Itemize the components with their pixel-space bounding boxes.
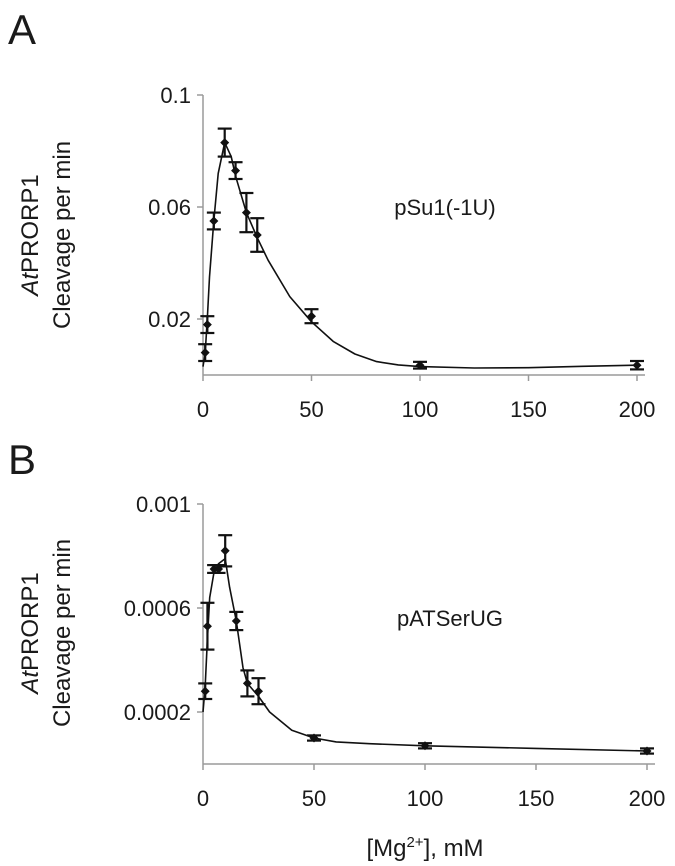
panel-a-data-point (220, 138, 230, 148)
panel-b-x-tick-label: 100 (407, 786, 444, 811)
panel-b-data-point (231, 616, 241, 626)
panel-b-ylabel-line1: AtPRORP1 (17, 572, 44, 695)
panel-a-data-point (209, 216, 219, 226)
panel-a-data-point (307, 311, 316, 321)
panel-b-data-point (242, 678, 252, 688)
panel-a-ylabel-line2: Cleavage per min (49, 141, 76, 329)
panel-b-data-point (200, 686, 210, 696)
panel-b-x-tick-label: 150 (518, 786, 555, 811)
panel-a-x-tick-label: 0 (197, 397, 209, 422)
panel-b-x-tick-label: 200 (629, 786, 666, 811)
panel-b-y-tick-label: 0.0006 (124, 596, 191, 621)
panel-a-plot: 0.02 0.06 0.1 0 50 100 150 200 (148, 83, 655, 422)
panel-a-data-point (632, 360, 642, 370)
panel-a-label: A (8, 6, 36, 53)
panel-a-data-point (231, 166, 241, 176)
panel-b-data-point (220, 546, 230, 556)
panel-b-data-point (642, 746, 652, 756)
panel-b-data-point (214, 564, 224, 574)
panel-b-fit-curve (202, 557, 648, 752)
panel-b-data-point (420, 741, 430, 751)
panel-b-data-point (309, 733, 319, 743)
panel-b-x-tick-label: 50 (302, 786, 326, 811)
x-axis-label: [Mg2+], mM (366, 834, 483, 862)
panel-b-label: B (8, 436, 36, 483)
panel-a-y-tick-label: 0.1 (160, 83, 191, 108)
panel-a-x-tick-label: 100 (402, 397, 439, 422)
panel-a-data-point (241, 208, 251, 218)
panel-b: B AtPRORP1 Cleavage per min pATSerUG 0.0… (8, 436, 665, 811)
panel-b-x-tick-label: 0 (197, 786, 209, 811)
panel-b-plot: 0.0002 0.0006 0.001 0 50 100 150 200 (124, 492, 666, 811)
panel-b-data-point (254, 686, 263, 696)
panel-a-fit-curve (202, 141, 638, 369)
panel-a-x-tick-label: 200 (619, 397, 656, 422)
panel-a-title: pSu1(-1U) (394, 195, 495, 220)
panel-a: A AtPRORP1 Cleavage per min pSu1(-1U) 0.… (8, 6, 655, 422)
panel-a-data-point (200, 348, 210, 358)
panel-a-x-tick-label: 50 (299, 397, 323, 422)
panel-a-x-tick-label: 150 (510, 397, 547, 422)
panel-a-y-tick-label: 0.06 (148, 195, 191, 220)
panel-a-data-point (202, 320, 212, 330)
panel-a-ylabel-line1: AtPRORP1 (17, 174, 44, 297)
panel-b-y-tick-label: 0.001 (136, 492, 191, 517)
panel-a-data-point (252, 230, 262, 240)
panel-b-ylabel-line2: Cleavage per min (49, 539, 76, 727)
panel-b-y-tick-label: 0.0002 (124, 700, 191, 725)
panel-b-title: pATSerUG (397, 606, 503, 631)
panel-a-data-point (415, 360, 425, 370)
panel-b-data-point (202, 621, 212, 631)
panel-a-y-tick-label: 0.02 (148, 307, 191, 332)
